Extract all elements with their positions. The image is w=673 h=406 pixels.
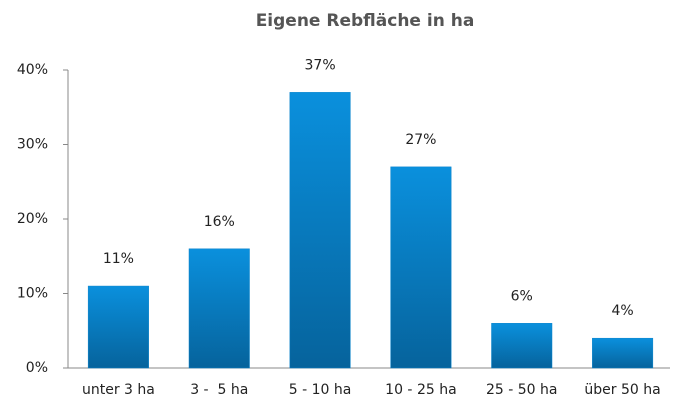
x-tick-label: 5 - 10 ha — [289, 382, 352, 398]
x-tick-label: 10 - 25 ha — [385, 382, 456, 398]
x-tick-label: unter 3 ha — [82, 382, 155, 398]
y-tick-label: 40% — [17, 62, 48, 78]
x-tick-label: über 50 ha — [584, 382, 660, 398]
x-tick-label: 25 - 50 ha — [486, 382, 557, 398]
y-tick-label: 10% — [17, 286, 48, 302]
data-label: 16% — [204, 214, 235, 230]
bar — [592, 337, 654, 369]
y-tick-label: 0% — [26, 360, 48, 376]
data-label: 37% — [305, 57, 336, 73]
chart-title: Eigene Rebfläche in ha — [256, 11, 475, 31]
bar — [188, 248, 250, 369]
bar — [491, 323, 553, 369]
data-label: 11% — [103, 251, 134, 267]
y-tick-label: 20% — [17, 211, 48, 227]
data-label: 27% — [405, 132, 436, 148]
bar — [87, 285, 149, 369]
x-tick-label: 3 - 5 ha — [190, 382, 248, 398]
bar — [390, 166, 452, 369]
y-tick-label: 30% — [17, 137, 48, 153]
data-label: 4% — [611, 303, 633, 319]
bar — [289, 92, 351, 369]
data-label: 6% — [511, 288, 533, 304]
